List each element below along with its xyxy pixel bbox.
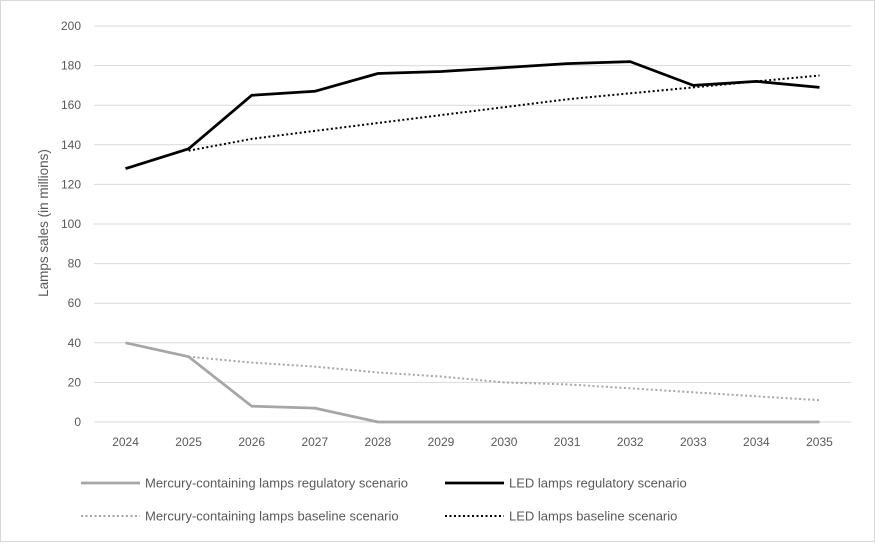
series-lines xyxy=(125,60,820,424)
y-tick-label: 100 xyxy=(61,217,81,231)
x-tick-label: 2027 xyxy=(301,435,328,449)
series-line-3 xyxy=(188,355,820,402)
x-tick-label: 2035 xyxy=(806,435,833,449)
x-tick-label: 2034 xyxy=(743,435,770,449)
y-tick-label: 140 xyxy=(61,138,81,152)
series-line-4 xyxy=(188,74,820,152)
legend: Mercury-containing lamps regulatory scen… xyxy=(81,476,687,524)
y-tick-label: 0 xyxy=(74,415,81,429)
y-axis-label: Lamps sales (in millions) xyxy=(36,149,51,297)
x-tick-label: 2024 xyxy=(112,435,139,449)
y-tick-label: 160 xyxy=(61,98,81,112)
x-tick-label: 2028 xyxy=(365,435,392,449)
x-tick-label: 2029 xyxy=(428,435,455,449)
legend-label-3: Mercury-containing lamps baseline scenar… xyxy=(145,509,399,524)
series-line-1 xyxy=(125,341,820,424)
y-tick-label: 20 xyxy=(68,375,82,389)
x-tick-label: 2033 xyxy=(680,435,707,449)
y-tick-label: 60 xyxy=(68,296,82,310)
y-tick-label: 80 xyxy=(68,257,82,271)
x-tick-label: 2030 xyxy=(491,435,518,449)
x-tick-label: 2026 xyxy=(238,435,265,449)
x-axis-ticks: 2024 2025 2026 2027 2028 2029 2030 2031 2032 2033… xyxy=(112,435,833,449)
legend-label-1: Mercury-containing lamps regulatory scen… xyxy=(145,476,408,491)
gridlines xyxy=(94,25,851,423)
y-tick-label: 200 xyxy=(61,19,81,33)
x-tick-label: 2025 xyxy=(175,435,202,449)
legend-label-4: LED lamps baseline scenario xyxy=(509,509,677,524)
y-tick-label: 40 xyxy=(68,336,82,350)
legend-label-2: LED lamps regulatory scenario xyxy=(509,476,687,491)
x-tick-label: 2031 xyxy=(554,435,581,449)
series-line-2 xyxy=(125,60,820,170)
y-axis-ticks: 0 20 40 60 80 100 120 140 160 180 200 xyxy=(61,19,81,429)
y-tick-label: 180 xyxy=(61,59,81,73)
x-tick-label: 2032 xyxy=(617,435,644,449)
y-tick-label: 120 xyxy=(61,177,81,191)
